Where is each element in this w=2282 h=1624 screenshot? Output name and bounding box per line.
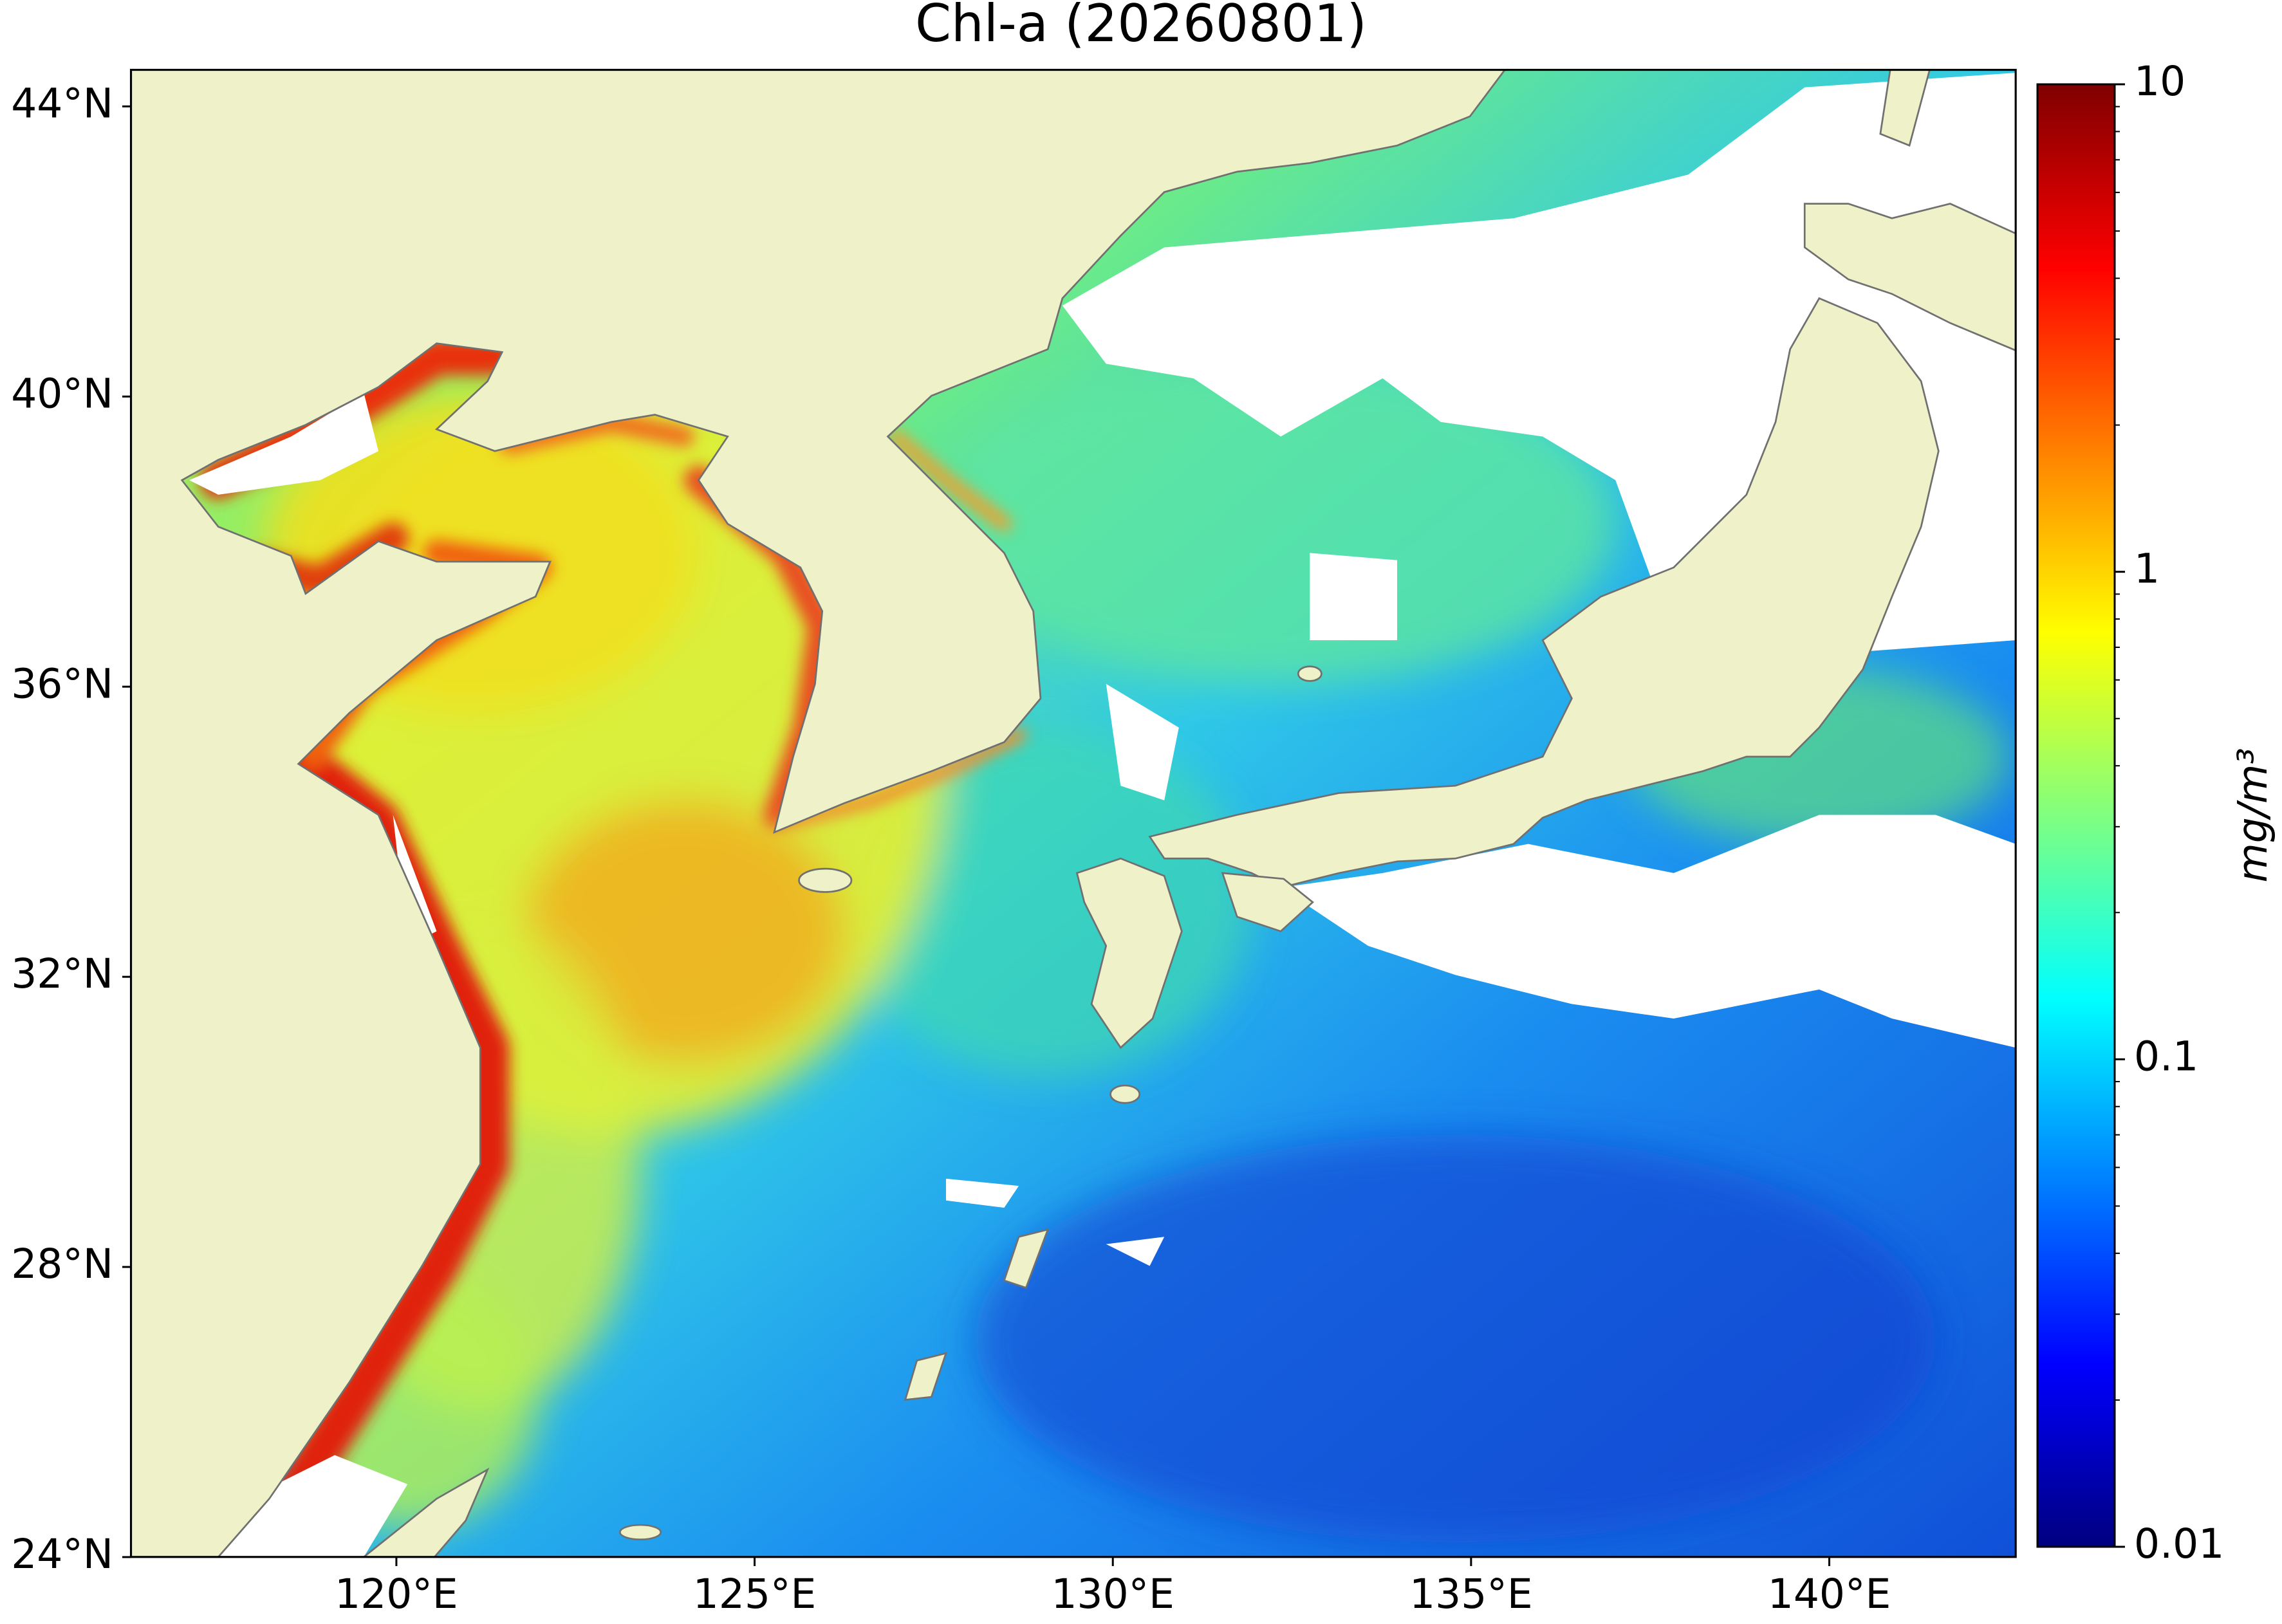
x-tick-label: 120°E: [335, 1571, 458, 1618]
map: [129, 68, 2017, 1558]
y-tick-label: 28°N: [11, 1241, 113, 1287]
colorbar-tick-label: 0.1: [2134, 1033, 2198, 1080]
chart-title: Chl-a (20260801): [915, 0, 1367, 53]
plot-frame: [129, 68, 2017, 1558]
y-tick-label: 32°N: [11, 950, 113, 997]
x-tick-label: 135°E: [1409, 1571, 1533, 1618]
colorbar-tick-label: 1: [2134, 546, 2160, 593]
x-tick-label: 140°E: [1768, 1571, 1891, 1618]
land: [131, 69, 2016, 1557]
colorbar-tick-label: 10: [2134, 58, 2185, 105]
y-tick-label: 40°N: [11, 370, 113, 417]
colorbar: [2036, 83, 2116, 1548]
y-tick-label: 24°N: [11, 1531, 113, 1578]
y-tick-label: 36°N: [11, 660, 113, 707]
y-tick-label: 44°N: [11, 80, 113, 127]
x-tick-label: 130°E: [1051, 1571, 1174, 1618]
colorbar-tick-label: 0.01: [2134, 1520, 2224, 1567]
colorbar-label: mg/m³: [2229, 748, 2276, 882]
x-tick-label: 125°E: [693, 1571, 817, 1618]
